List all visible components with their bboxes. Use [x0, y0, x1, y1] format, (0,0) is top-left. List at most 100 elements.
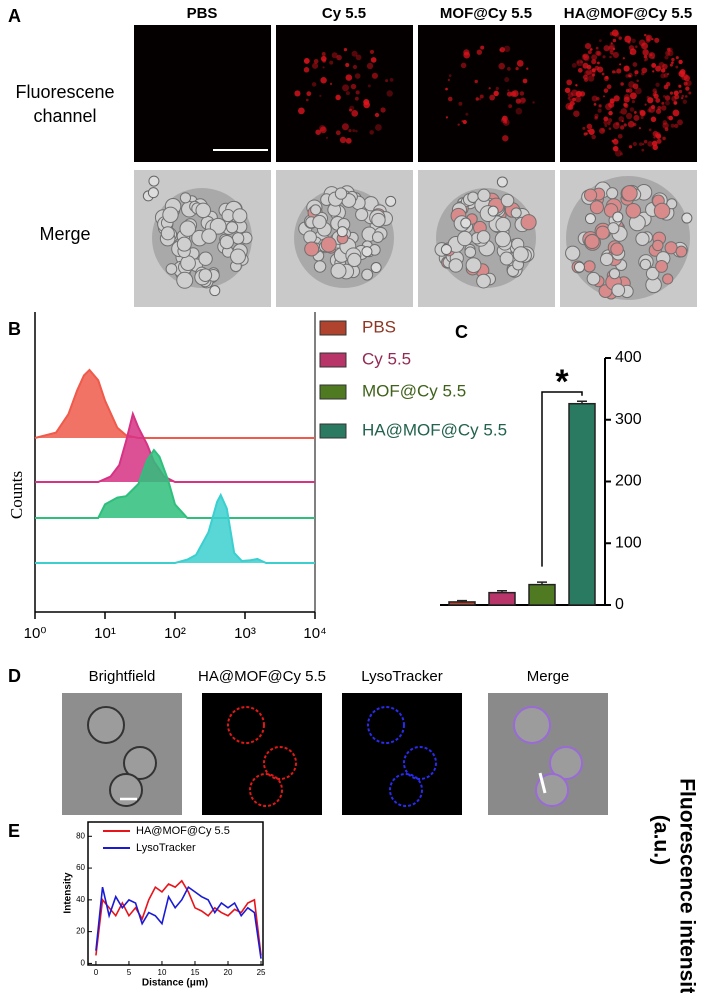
- signal: [666, 72, 670, 76]
- signal: [606, 84, 612, 90]
- y-tick-label: 40: [76, 895, 85, 904]
- signal: [613, 95, 620, 102]
- signal: [294, 90, 301, 97]
- signal: [369, 49, 375, 55]
- signal: [682, 99, 688, 104]
- signal: [603, 88, 609, 93]
- signal: [622, 57, 625, 60]
- signal: [348, 129, 352, 133]
- cell: [500, 193, 515, 208]
- loose-cell: [584, 213, 596, 225]
- signal: [374, 112, 380, 118]
- signal: [678, 89, 683, 94]
- y-tick-label: 20: [76, 927, 85, 936]
- x-tick-label: 15: [191, 968, 200, 977]
- signal: [649, 53, 653, 57]
- signal: [644, 103, 647, 106]
- signal: [320, 76, 327, 84]
- cell: [176, 236, 192, 252]
- signal: [605, 103, 612, 111]
- signal: [628, 74, 632, 78]
- signal: [639, 109, 646, 116]
- cell: [586, 271, 601, 286]
- signal: [641, 67, 648, 74]
- signal: [303, 67, 310, 73]
- signal: [612, 122, 620, 130]
- signal: [662, 136, 666, 141]
- signal: [602, 55, 606, 59]
- histogram-line: [35, 492, 315, 564]
- cell: [303, 230, 317, 244]
- signal: [671, 57, 675, 62]
- signal: [571, 89, 578, 97]
- signal: [345, 74, 353, 81]
- bar: [528, 583, 556, 606]
- signal: [674, 94, 680, 100]
- signal: [506, 91, 512, 97]
- cell: [565, 245, 581, 261]
- loose-cell: [361, 246, 373, 258]
- signal: [653, 136, 656, 139]
- cell: [476, 273, 491, 289]
- bar: [488, 591, 516, 606]
- cell: [231, 232, 245, 245]
- signal: [366, 62, 374, 70]
- signal: [614, 149, 622, 157]
- signal: [643, 54, 648, 59]
- x-tick-label: 10³: [234, 625, 256, 642]
- loose-cell: [612, 211, 624, 223]
- signal: [613, 145, 619, 152]
- signal: [325, 136, 328, 139]
- cell-ring: [535, 773, 569, 807]
- signal: [499, 47, 505, 53]
- signal: [632, 141, 637, 147]
- cell: [179, 192, 192, 204]
- cell: [195, 202, 211, 219]
- cell: [662, 273, 674, 285]
- signal: [642, 143, 645, 146]
- cell: [655, 260, 668, 273]
- cell: [611, 283, 626, 298]
- signal: [608, 110, 613, 116]
- fluorescence-image: [134, 25, 271, 162]
- signal: [611, 70, 616, 74]
- signal: [656, 138, 662, 144]
- signal: [679, 69, 686, 75]
- signal: [515, 107, 523, 115]
- signal: [342, 84, 350, 92]
- signal: [671, 61, 674, 65]
- signal: [632, 62, 638, 67]
- signal: [612, 139, 619, 145]
- cell: [599, 252, 614, 267]
- cell-ring: [109, 773, 143, 807]
- cell-ring: [389, 773, 423, 807]
- legend-swatch: [319, 423, 347, 439]
- signal: [619, 111, 622, 114]
- signal: [507, 67, 511, 71]
- signal: [574, 96, 582, 103]
- signal: [660, 68, 666, 73]
- cell: [313, 260, 327, 273]
- cell: [361, 268, 374, 281]
- signal: [352, 64, 358, 70]
- signal: [303, 57, 310, 64]
- signal: [612, 51, 619, 59]
- signal: [501, 115, 508, 122]
- signal: [636, 79, 639, 83]
- signal: [345, 91, 350, 96]
- cell: [230, 248, 246, 265]
- signal: [688, 91, 692, 95]
- cell: [653, 202, 671, 220]
- profile-line: [95, 879, 262, 956]
- signal: [631, 99, 635, 104]
- error-bar: [577, 400, 587, 404]
- signal: [609, 98, 615, 104]
- signal: [591, 73, 596, 77]
- signal: [657, 106, 662, 110]
- signal: [571, 62, 577, 68]
- signal: [607, 121, 611, 126]
- signal: [445, 116, 449, 119]
- signal: [564, 87, 571, 94]
- y-tick-label: 400: [615, 349, 642, 366]
- signal: [604, 124, 608, 128]
